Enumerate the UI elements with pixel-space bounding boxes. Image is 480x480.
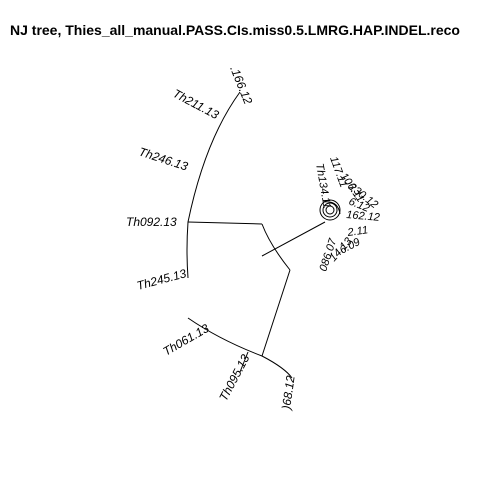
tip-label: .166.12 — [227, 64, 255, 107]
tip-label: )68.12 — [279, 374, 298, 412]
tip-label: Th095.13 — [216, 352, 252, 404]
tip-label: Th134.11 — [313, 162, 333, 209]
branch-internal-1 — [187, 221, 263, 225]
tip-label: Th092.13 — [126, 215, 177, 229]
tip-label: Th245.13 — [135, 266, 188, 293]
plot-title: NJ tree, Thies_all_manual.PASS.CIs.miss0… — [10, 22, 460, 38]
tip-label: 2.11 — [346, 224, 369, 239]
branch-arc-top — [186, 91, 241, 279]
tip-label: Th246.13 — [137, 145, 190, 174]
tip-label: Th061.13 — [161, 321, 212, 359]
tip-label: Th211.13 — [171, 86, 222, 122]
branch-tip-bottom — [239, 351, 249, 373]
branch-arc-bottom — [187, 317, 293, 379]
cluster-arcs — [319, 199, 341, 221]
tip-label: 162.12 — [346, 209, 381, 224]
branch-internal-3 — [261, 269, 291, 357]
branch-internal-4 — [261, 221, 326, 257]
branch-internal-2 — [261, 223, 291, 271]
